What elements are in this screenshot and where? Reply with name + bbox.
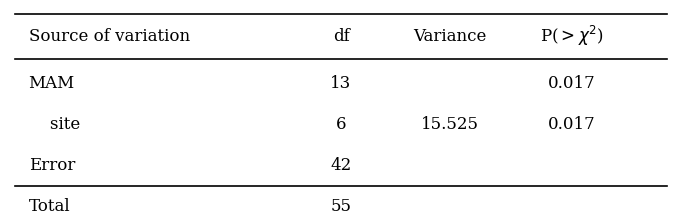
Text: 42: 42	[330, 157, 352, 174]
Text: Total: Total	[29, 198, 70, 215]
Text: P($>\chi^{2}$): P($>\chi^{2}$)	[540, 24, 604, 48]
Text: 13: 13	[330, 75, 352, 92]
Text: Error: Error	[29, 157, 75, 174]
Text: MAM: MAM	[29, 75, 75, 92]
Text: Source of variation: Source of variation	[29, 28, 190, 45]
Text: site: site	[29, 116, 80, 133]
Text: df: df	[333, 28, 349, 45]
Text: 0.017: 0.017	[548, 116, 596, 133]
Text: Variance: Variance	[413, 28, 486, 45]
Text: 0.017: 0.017	[548, 75, 596, 92]
Text: 15.525: 15.525	[421, 116, 479, 133]
Text: 55: 55	[331, 198, 351, 215]
Text: 6: 6	[336, 116, 346, 133]
